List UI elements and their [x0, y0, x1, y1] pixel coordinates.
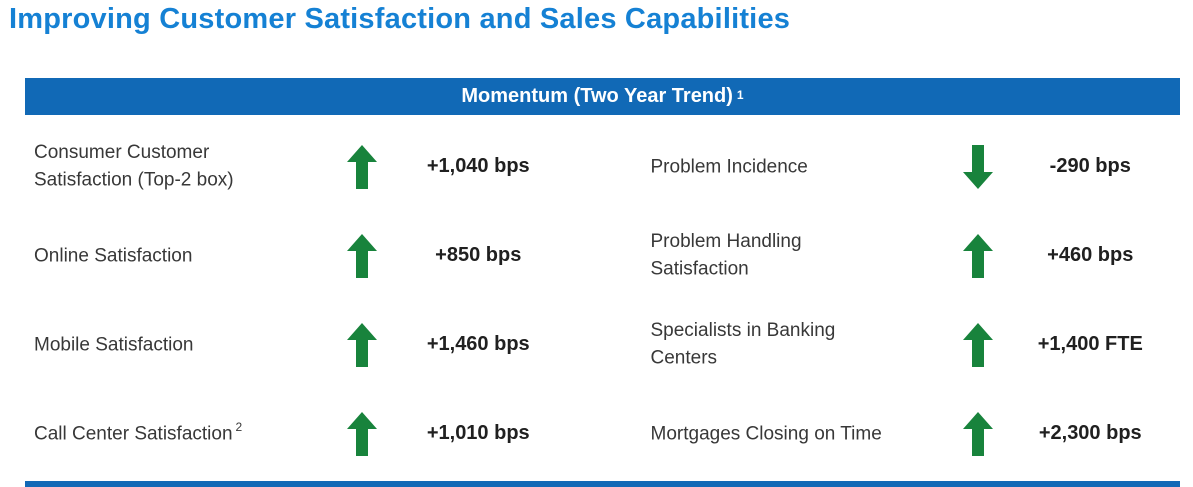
metric-label: Mortgages Closing on Time	[650, 423, 882, 445]
arrow-up-icon	[329, 322, 394, 367]
arrow-up-icon	[329, 233, 394, 278]
metric-value: +2,300 bps	[1038, 422, 1142, 444]
metric-label: Mobile Satisfaction	[34, 334, 194, 356]
metric-value: +1,460 bps	[426, 333, 530, 355]
metric-row-consumer-customer-satisfaction: Consumer Customer Satisfaction (Top-2 bo…	[25, 122, 603, 211]
metric-row-mortgages-closing-on-time: Mortgages Closing on Time +2,300 bps	[603, 389, 1181, 478]
footnote-marker-2: 2	[235, 420, 243, 435]
metric-label: Specialists in Banking Centers	[650, 320, 836, 369]
metric-row-call-center-satisfaction: Call Center Satisfaction 2 +1,010 bps	[25, 389, 603, 478]
metric-label: Call Center Satisfaction 2	[34, 420, 243, 445]
arrow-up-icon	[946, 322, 1011, 367]
metric-value: +1,400 FTE	[1037, 333, 1143, 355]
metric-value: +1,010 bps	[426, 422, 530, 444]
section-header-momentum: Momentum (Two Year Trend) 1	[25, 78, 1180, 115]
page-title: Improving Customer Satisfaction and Sale…	[9, 3, 791, 35]
metric-row-mobile-satisfaction: Mobile Satisfaction +1,460 bps	[25, 300, 603, 389]
arrow-up-icon	[946, 411, 1011, 456]
arrow-up-icon	[329, 411, 394, 456]
metric-value: +850 bps	[435, 244, 522, 266]
metric-row-problem-incidence: Problem Incidence -290 bps	[603, 122, 1181, 211]
arrow-up-icon	[329, 144, 394, 189]
arrow-down-icon	[946, 144, 1011, 189]
metric-label: Online Satisfaction	[34, 245, 193, 267]
metric-value: -290 bps	[1049, 155, 1131, 177]
arrow-up-icon	[946, 233, 1011, 278]
metric-row-specialists-in-banking-centers: Specialists in Banking Centers +1,400 FT…	[603, 300, 1181, 389]
metric-row-online-satisfaction: Online Satisfaction +850 bps	[25, 211, 603, 300]
footnote-marker-1: 1	[736, 87, 744, 102]
metric-label: Consumer Customer Satisfaction (Top-2 bo…	[34, 142, 234, 191]
metric-label: Problem Incidence	[650, 156, 808, 178]
metrics-table: Consumer Customer Satisfaction (Top-2 bo…	[25, 122, 1180, 478]
metric-label: Problem Handling Satisfaction	[650, 231, 802, 280]
metric-value: +460 bps	[1047, 244, 1134, 266]
section-header-label: Momentum (Two Year Trend)	[461, 85, 733, 107]
metric-row-problem-handling-satisfaction: Problem Handling Satisfaction +460 bps	[603, 211, 1181, 300]
bottom-accent-bar	[25, 481, 1180, 487]
metric-value: +1,040 bps	[426, 155, 530, 177]
